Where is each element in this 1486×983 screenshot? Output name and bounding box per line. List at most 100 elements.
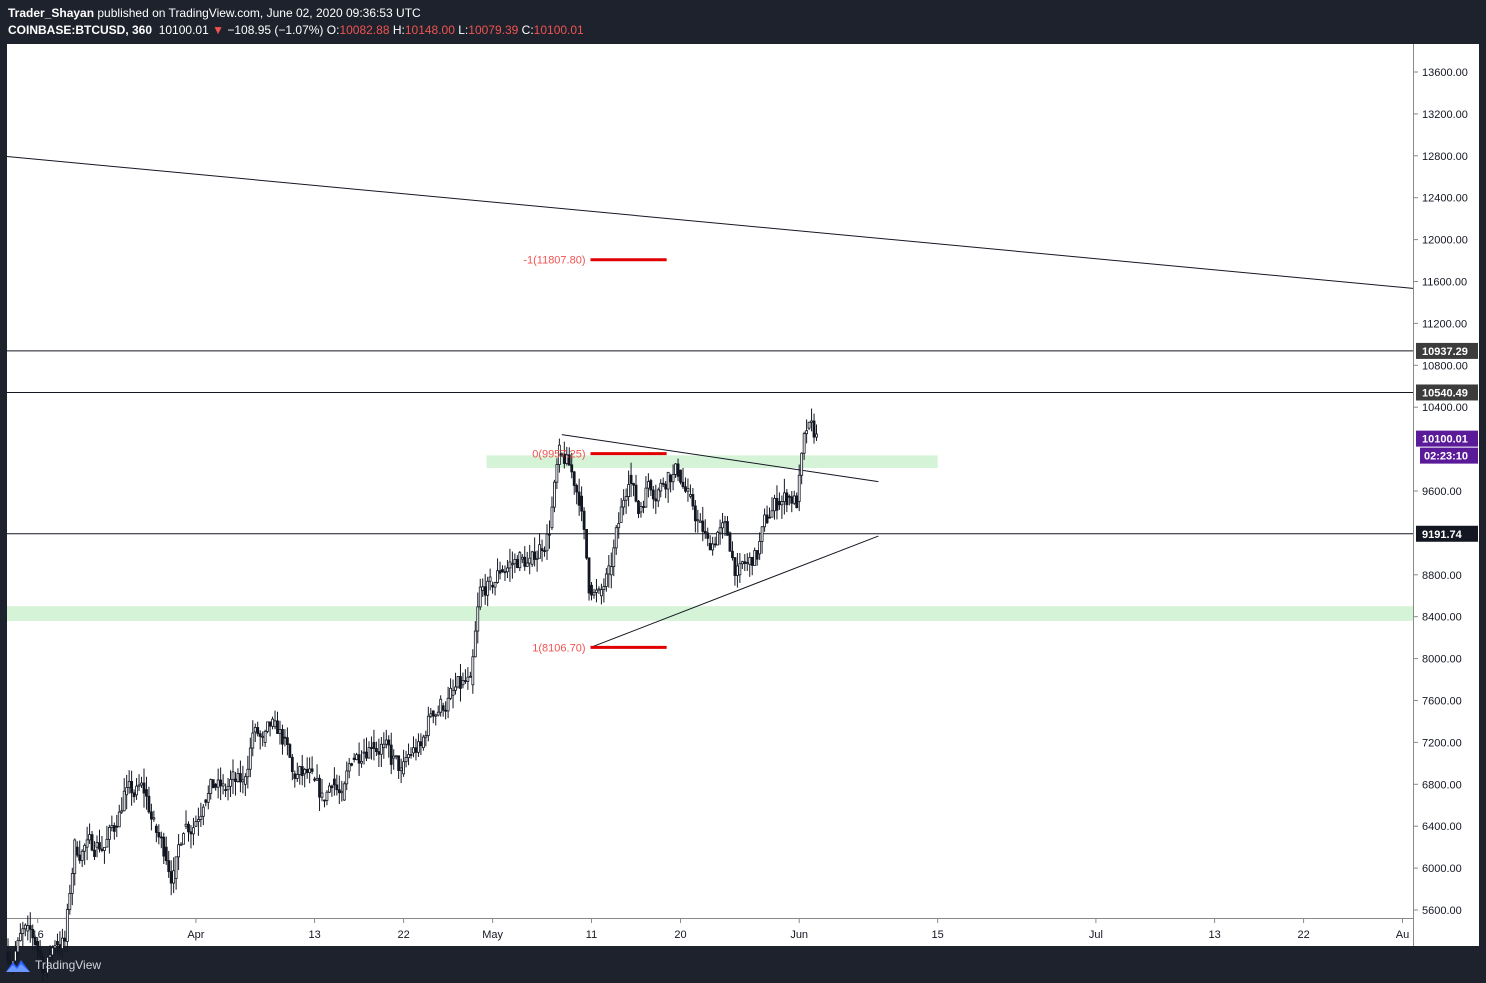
- candle-body: [345, 770, 349, 785]
- countdown-tag: [1420, 447, 1478, 464]
- candle-body: [412, 747, 415, 754]
- author-name[interactable]: Trader_Shayan: [8, 6, 95, 20]
- candle-body: [75, 846, 79, 856]
- last-price-tag-label: 10100.01: [1422, 434, 1468, 446]
- candle-body: [733, 557, 737, 576]
- candle-body: [696, 519, 700, 522]
- candle-body: [545, 533, 549, 552]
- candle-body: [456, 676, 460, 688]
- time-axis-label: Apr: [187, 929, 204, 941]
- candle-body: [538, 544, 541, 559]
- candle-body: [392, 755, 396, 759]
- candle-body: [664, 483, 668, 490]
- candle-body: [812, 420, 816, 438]
- candle-body: [582, 510, 586, 530]
- candle-body: [88, 834, 91, 841]
- price-axis-label: 6800.00: [1422, 779, 1462, 791]
- candle-body: [800, 452, 804, 476]
- candle-body: [107, 827, 111, 840]
- candle-body: [347, 763, 351, 772]
- candle-body: [248, 747, 252, 770]
- candle-body: [560, 453, 564, 456]
- price-axis-label: 11600.00: [1422, 277, 1467, 289]
- time-axis-label: 22: [1297, 929, 1309, 941]
- candle-body: [553, 481, 556, 508]
- candle-body: [659, 482, 663, 492]
- candle-body: [676, 463, 680, 477]
- candle-body: [283, 736, 287, 739]
- price-axis-pane: [1413, 44, 1479, 946]
- candle-body: [216, 779, 220, 788]
- candle-body: [127, 780, 131, 788]
- candle-body: [80, 850, 84, 861]
- candle-body: [461, 680, 465, 686]
- time-axis-label: 15: [932, 929, 944, 941]
- candle-body: [501, 569, 504, 573]
- candle-body: [409, 754, 413, 756]
- candle-body: [115, 825, 119, 828]
- candle-body: [9, 960, 12, 965]
- price-axis-label: 13200.00: [1422, 109, 1468, 121]
- candle-body: [221, 783, 225, 787]
- candle-body: [367, 747, 371, 759]
- chart-header: Trader_Shayan published on TradingView.c…: [0, 0, 1486, 44]
- footer-brand: TradingView: [35, 958, 102, 972]
- price-axis-label: 8000.00: [1422, 654, 1462, 666]
- candle-body: [211, 779, 215, 789]
- candle-body: [337, 789, 341, 794]
- candle-body: [241, 779, 245, 783]
- candle-body: [758, 541, 762, 555]
- support-zone: [7, 606, 1413, 621]
- price-axis-label: 8400.00: [1422, 612, 1462, 624]
- candle-body: [520, 556, 524, 560]
- candle-body: [600, 589, 603, 597]
- low-value: 10079.39: [468, 23, 519, 37]
- candle-body: [486, 580, 490, 596]
- candle-body: [805, 430, 809, 435]
- candle-body: [219, 779, 223, 787]
- candle-body: [748, 557, 752, 565]
- level-price-tag: [1416, 342, 1478, 359]
- candle-body: [125, 787, 129, 796]
- candle-body: [120, 810, 124, 813]
- candle-body: [666, 471, 670, 490]
- candle-body: [310, 768, 314, 772]
- candle-body: [565, 454, 569, 464]
- candle-body: [43, 972, 47, 975]
- candle-body: [370, 747, 373, 749]
- candle-body: [417, 741, 420, 753]
- candle-body: [404, 757, 408, 763]
- candle-body: [355, 754, 359, 760]
- candle-body: [518, 552, 522, 569]
- candle-body: [431, 710, 435, 717]
- candle-body: [229, 779, 232, 787]
- candle-body: [637, 500, 640, 515]
- high-value: 10148.00: [404, 23, 455, 37]
- candle-body: [773, 498, 776, 512]
- candle-body: [340, 790, 344, 794]
- candle-body: [464, 680, 467, 682]
- publish-date: published on TradingView.com, June 02, 2…: [94, 6, 421, 20]
- symbol-interval[interactable]: COINBASE:BTCUSD, 360: [8, 23, 153, 37]
- high-label: H:: [392, 23, 405, 37]
- descending-trendline: [6, 156, 1414, 289]
- candle-body: [503, 571, 507, 574]
- candle-body: [278, 729, 282, 734]
- candle-body: [585, 529, 588, 559]
- candle-body: [731, 550, 734, 559]
- candle-body: [313, 778, 316, 781]
- candle-body: [493, 582, 497, 588]
- candle-body: [93, 849, 96, 857]
- tradingview-branding[interactable]: TradingView: [6, 955, 101, 975]
- candle-body: [434, 714, 438, 717]
- candle-body: [483, 586, 487, 596]
- candle-body: [671, 474, 675, 483]
- candle-body: [135, 785, 138, 796]
- candle-body: [654, 498, 658, 502]
- time-axis-label: 16: [32, 929, 44, 941]
- candle-body: [590, 584, 593, 596]
- candle-body: [617, 523, 621, 529]
- candle-body: [273, 720, 277, 728]
- candle-body: [145, 789, 148, 797]
